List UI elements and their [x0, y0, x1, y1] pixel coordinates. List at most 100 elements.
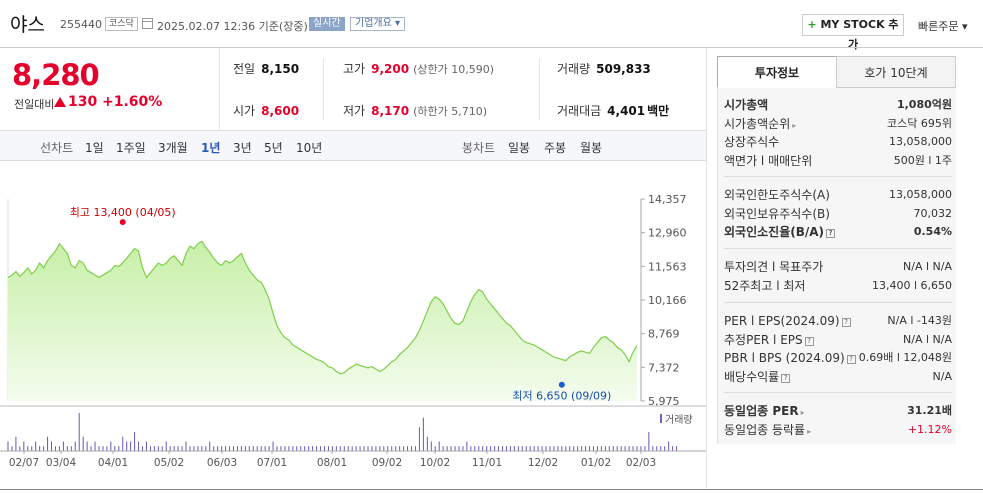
info-row: 시가총액 1,080억원: [724, 96, 952, 114]
info-value: N/A: [932, 369, 952, 383]
tab-investment-info[interactable]: 투자정보: [717, 56, 837, 88]
y-tick-label: 5,975: [648, 395, 680, 408]
info-label-text: 액면가 l 매매단위: [724, 153, 813, 168]
info-label-text: 외국인한도주식수(A): [724, 188, 830, 202]
info-label: 외국인보유주식수(B): [724, 205, 830, 223]
x-tick-label: 02/03: [626, 457, 656, 469]
stat-high: 고가 9,200 (상한가 10,590): [343, 60, 494, 77]
info-label-text: 상장주식수: [724, 135, 780, 149]
candle-daily[interactable]: 일봉: [508, 141, 531, 155]
lower-limit: (하한가 5,710): [413, 105, 487, 118]
stat-amount: 거래대금 4,401 백만: [557, 102, 669, 119]
info-row[interactable]: 동일업종 PER ▸ 31.21배: [724, 402, 952, 420]
info-label: 배당수익률?: [724, 368, 791, 386]
info-label: PER l EPS(2024.09)?: [724, 312, 851, 330]
info-row: 외국인보유주식수(B) 70,032: [724, 205, 952, 223]
info-label: 외국인한도주식수(A): [724, 186, 830, 204]
x-tick-label: 06/03: [207, 457, 237, 469]
info-label-text: 52주최고 l 최저: [724, 278, 806, 293]
info-row: 액면가 l 매매단위 500원 l 1주: [724, 152, 952, 170]
help-icon[interactable]: ?: [846, 355, 856, 364]
info-label-text: 추정PER l EPS: [724, 332, 803, 347]
info-value: 13,058,000: [889, 188, 952, 201]
stat-prev-close: 전일 8,150: [233, 60, 299, 77]
info-row[interactable]: 동일업종 등락률 ▸ +1.12%: [724, 421, 952, 439]
info-table: 시가총액 1,080억원 시가총액순위 ▸ 코스닥 695위 상장주식수 13,058,00…: [717, 88, 956, 444]
info-value: N/A l N/A: [903, 260, 952, 273]
y-tick-label: 11,563: [648, 260, 687, 273]
info-label: 시가총액순위 ▸: [724, 115, 796, 135]
info-label: 액면가 l 매매단위: [724, 152, 812, 170]
period-1d[interactable]: 1일: [85, 141, 104, 155]
stat-low: 저가 8,170 (하한가 5,710): [343, 102, 487, 119]
period-1y[interactable]: 1년: [201, 141, 221, 155]
stat-value: 4,401: [607, 104, 646, 118]
low-marker: [558, 381, 565, 388]
stat-value: 8,170: [371, 104, 410, 118]
quick-order-dropdown[interactable]: 빠른주문 ▾: [918, 20, 968, 33]
info-value: 13,400 l 6,650: [871, 278, 952, 292]
amount-unit: 백만: [647, 104, 670, 118]
period-10y[interactable]: 10년: [296, 141, 323, 155]
header-divider: [0, 47, 983, 48]
stat-label: 고가: [343, 62, 366, 76]
low-annotation: 최저 6,650 (09/09): [512, 390, 611, 403]
chevron-right-icon: ▸: [792, 120, 797, 130]
high-annotation: 최고 13,400 (04/05): [70, 206, 176, 219]
help-icon[interactable]: ?: [841, 318, 851, 327]
info-row: 상장주식수 13,058,000: [724, 133, 952, 151]
chevron-right-icon: ▸: [807, 426, 812, 436]
divider: [706, 48, 707, 489]
period-3m[interactable]: 3개월: [158, 141, 188, 155]
info-value: 31.21배: [907, 404, 952, 417]
section-divider: [724, 248, 952, 249]
info-label: 추정PER l EPS?: [724, 331, 814, 349]
add-my-stock-label: MY STOCK 추가: [820, 18, 899, 51]
realtime-badge[interactable]: 실시간: [309, 17, 345, 31]
period-3y[interactable]: 3년: [233, 141, 252, 155]
candle-weekly[interactable]: 주봉: [544, 141, 567, 155]
help-icon[interactable]: ?: [804, 336, 814, 346]
info-label-text: 외국인소진율(B/A): [724, 225, 825, 239]
upper-limit: (상한가 10,590): [413, 63, 494, 76]
candle-chart-label: 봉차트: [462, 141, 496, 155]
add-my-stock-button[interactable]: + MY STOCK 추가: [802, 14, 904, 51]
stat-open: 시가 8,600: [233, 102, 299, 119]
candle-monthly[interactable]: 월봉: [580, 141, 603, 155]
info-label-text: PER l EPS(2024.09): [724, 314, 840, 328]
company-overview-dropdown[interactable]: 기업개요 ▾: [350, 17, 405, 31]
help-icon[interactable]: ?: [826, 229, 836, 238]
line-chart-label: 선차트: [40, 141, 74, 155]
stat-value: 8,600: [261, 104, 300, 118]
price-chart[interactable]: 14,357 12,960 11,563 10,166 8,769 7,372 5,975 최…: [0, 161, 707, 493]
bottom-divider: [0, 489, 983, 490]
info-row: 배당수익률? N/A: [724, 368, 952, 386]
x-tick-label: 03/04: [46, 457, 77, 469]
period-1w[interactable]: 1주일: [116, 141, 146, 155]
info-label: PBR l BPS (2024.09)?: [724, 349, 856, 367]
info-label-text: 투자의견 l 목표주가: [724, 260, 824, 274]
info-label-text: 동일업종 PER: [724, 404, 799, 418]
x-tick-label: 05/02: [154, 457, 184, 469]
stat-label: 거래대금: [557, 104, 602, 118]
info-row: 외국인한도주식수(A) 13,058,000: [724, 186, 952, 204]
info-tabs: 투자정보 호가 10단계: [717, 56, 956, 88]
x-tick-label: 09/02: [372, 457, 402, 469]
info-label: 52주최고 l 최저: [724, 277, 805, 295]
info-label: 상장주식수: [724, 133, 779, 151]
info-value: 코스닥 695위: [887, 116, 952, 130]
info-row[interactable]: 시가총액순위 ▸ 코스닥 695위: [724, 115, 952, 133]
tab-order-book[interactable]: 호가 10단계: [836, 56, 956, 88]
x-tick-label: 07/01: [257, 457, 287, 469]
y-tick-label: 14,357: [648, 193, 687, 206]
section-divider: [724, 302, 952, 303]
price-change: 130: [54, 94, 97, 110]
stock-header: 야스 255440 코스닥 2025.02.07 12:36 기준(장중) 실시…: [0, 0, 983, 51]
info-label: 동일업종 등락률 ▸: [724, 421, 811, 441]
price-summary: 8,280 전일대비 130 +1.60%: [0, 48, 220, 130]
period-5y[interactable]: 5년: [264, 141, 283, 155]
help-icon[interactable]: ?: [781, 373, 791, 383]
volume-legend: 거래량: [665, 414, 693, 426]
info-label: 외국인소진율(B/A)?: [724, 223, 836, 241]
price-stats: 전일 8,150 시가 8,600 고가 9,200 (상한가 10,590) 저가 8,…: [221, 48, 707, 130]
